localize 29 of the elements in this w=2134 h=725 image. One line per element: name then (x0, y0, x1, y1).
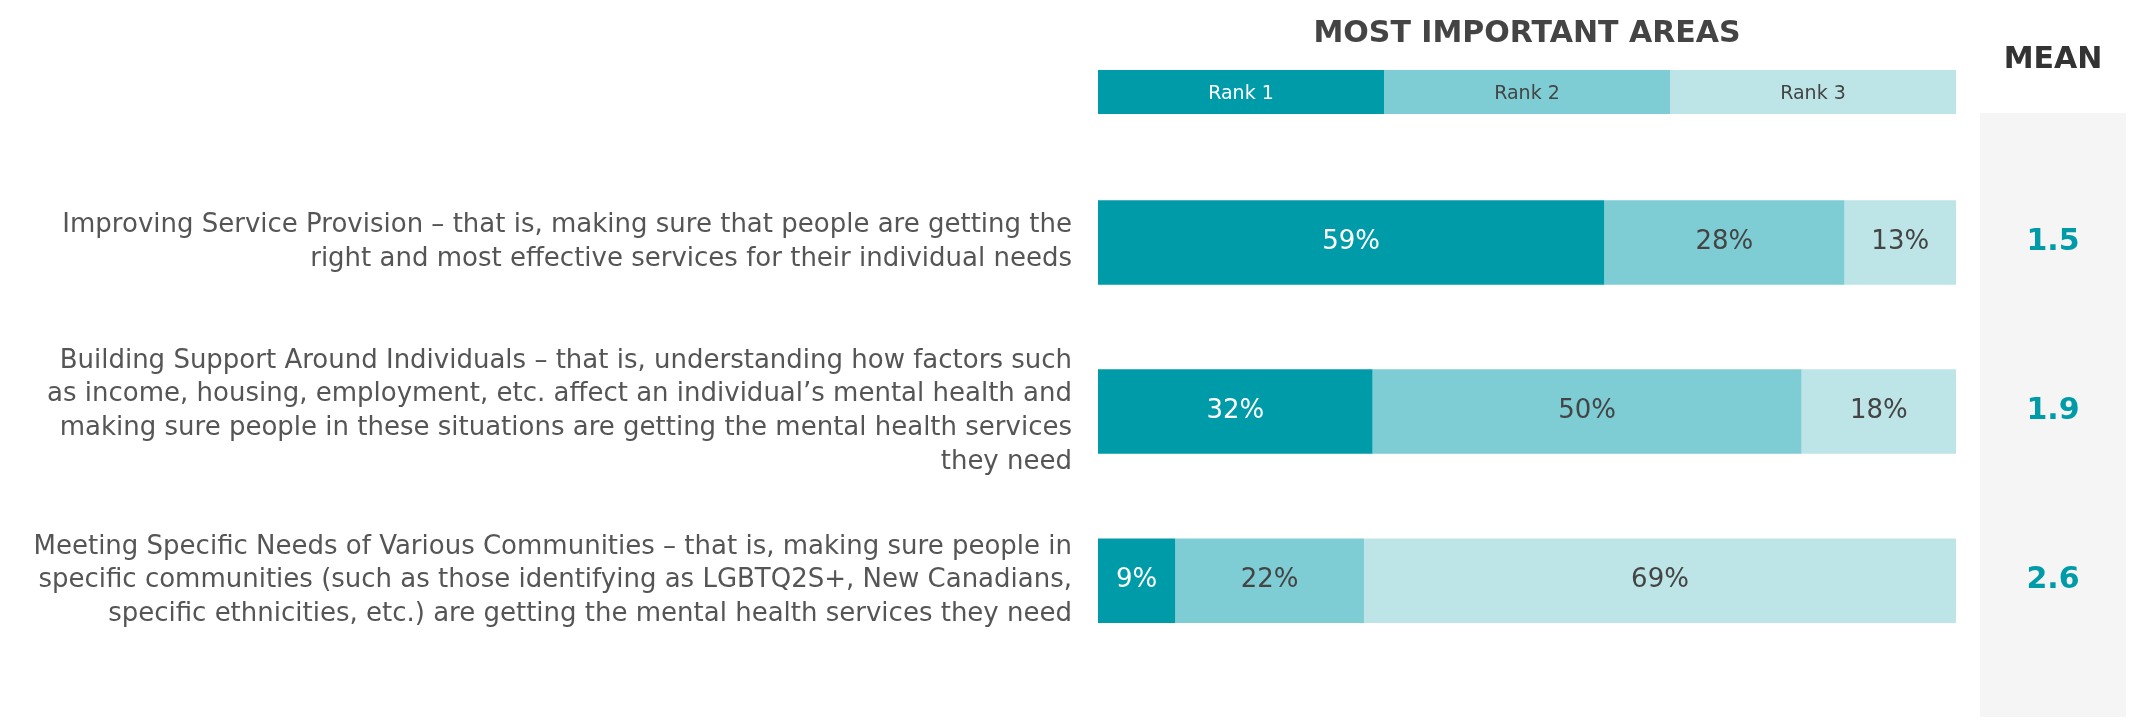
y-tick-label: Building Support Around Individuals – that is, understanding how factors such as income, housing, employment, etc. affect an individual’s mental health and making sure people in these situations are getting the mental health services they need (47, 343, 1072, 476)
text: 1.9 (2026, 391, 2080, 427)
data-label: 9% (1115, 563, 1158, 594)
data-label: 59% (1322, 225, 1381, 256)
bar (1801, 369, 1956, 454)
bar (1098, 538, 1176, 623)
data-label: 28% (1695, 225, 1754, 256)
y-tick-label: Improving Service Provision – that is, making sure that people are getting the right and most effective services for their individual needs (62, 208, 1072, 273)
bar (1604, 200, 1845, 285)
data-label: 50% (1558, 394, 1616, 425)
bar (1098, 200, 1605, 285)
y-tick-label: Meeting Specific Needs of Various Communities – that is, making sure people in specific communities (such as those identifying as LGBTQ2S+, New Canadians, specific ethnicities, etc.) are getting the mental health services they need (33, 529, 1072, 628)
text: Rank 1 (1208, 81, 1274, 103)
text: 2.6 (2026, 560, 2080, 596)
bar (1372, 369, 1802, 454)
text: Rank 2 (1494, 81, 1560, 103)
data-label: 32% (1206, 394, 1265, 425)
bar (1175, 538, 1364, 623)
bar (1098, 369, 1373, 454)
chart-title: MOST IMPORTANT AREAS (1313, 13, 1741, 49)
text: 1.5 (2026, 222, 2080, 258)
text: Rank 3 (1780, 81, 1846, 103)
text: MEAN (2003, 39, 2103, 75)
bar (1363, 538, 1956, 623)
data-label: 13% (1871, 225, 1930, 256)
data-label: 18% (1849, 394, 1908, 425)
data-label: 22% (1240, 563, 1299, 594)
data-label: 69% (1631, 563, 1689, 594)
bar (1844, 200, 1956, 285)
